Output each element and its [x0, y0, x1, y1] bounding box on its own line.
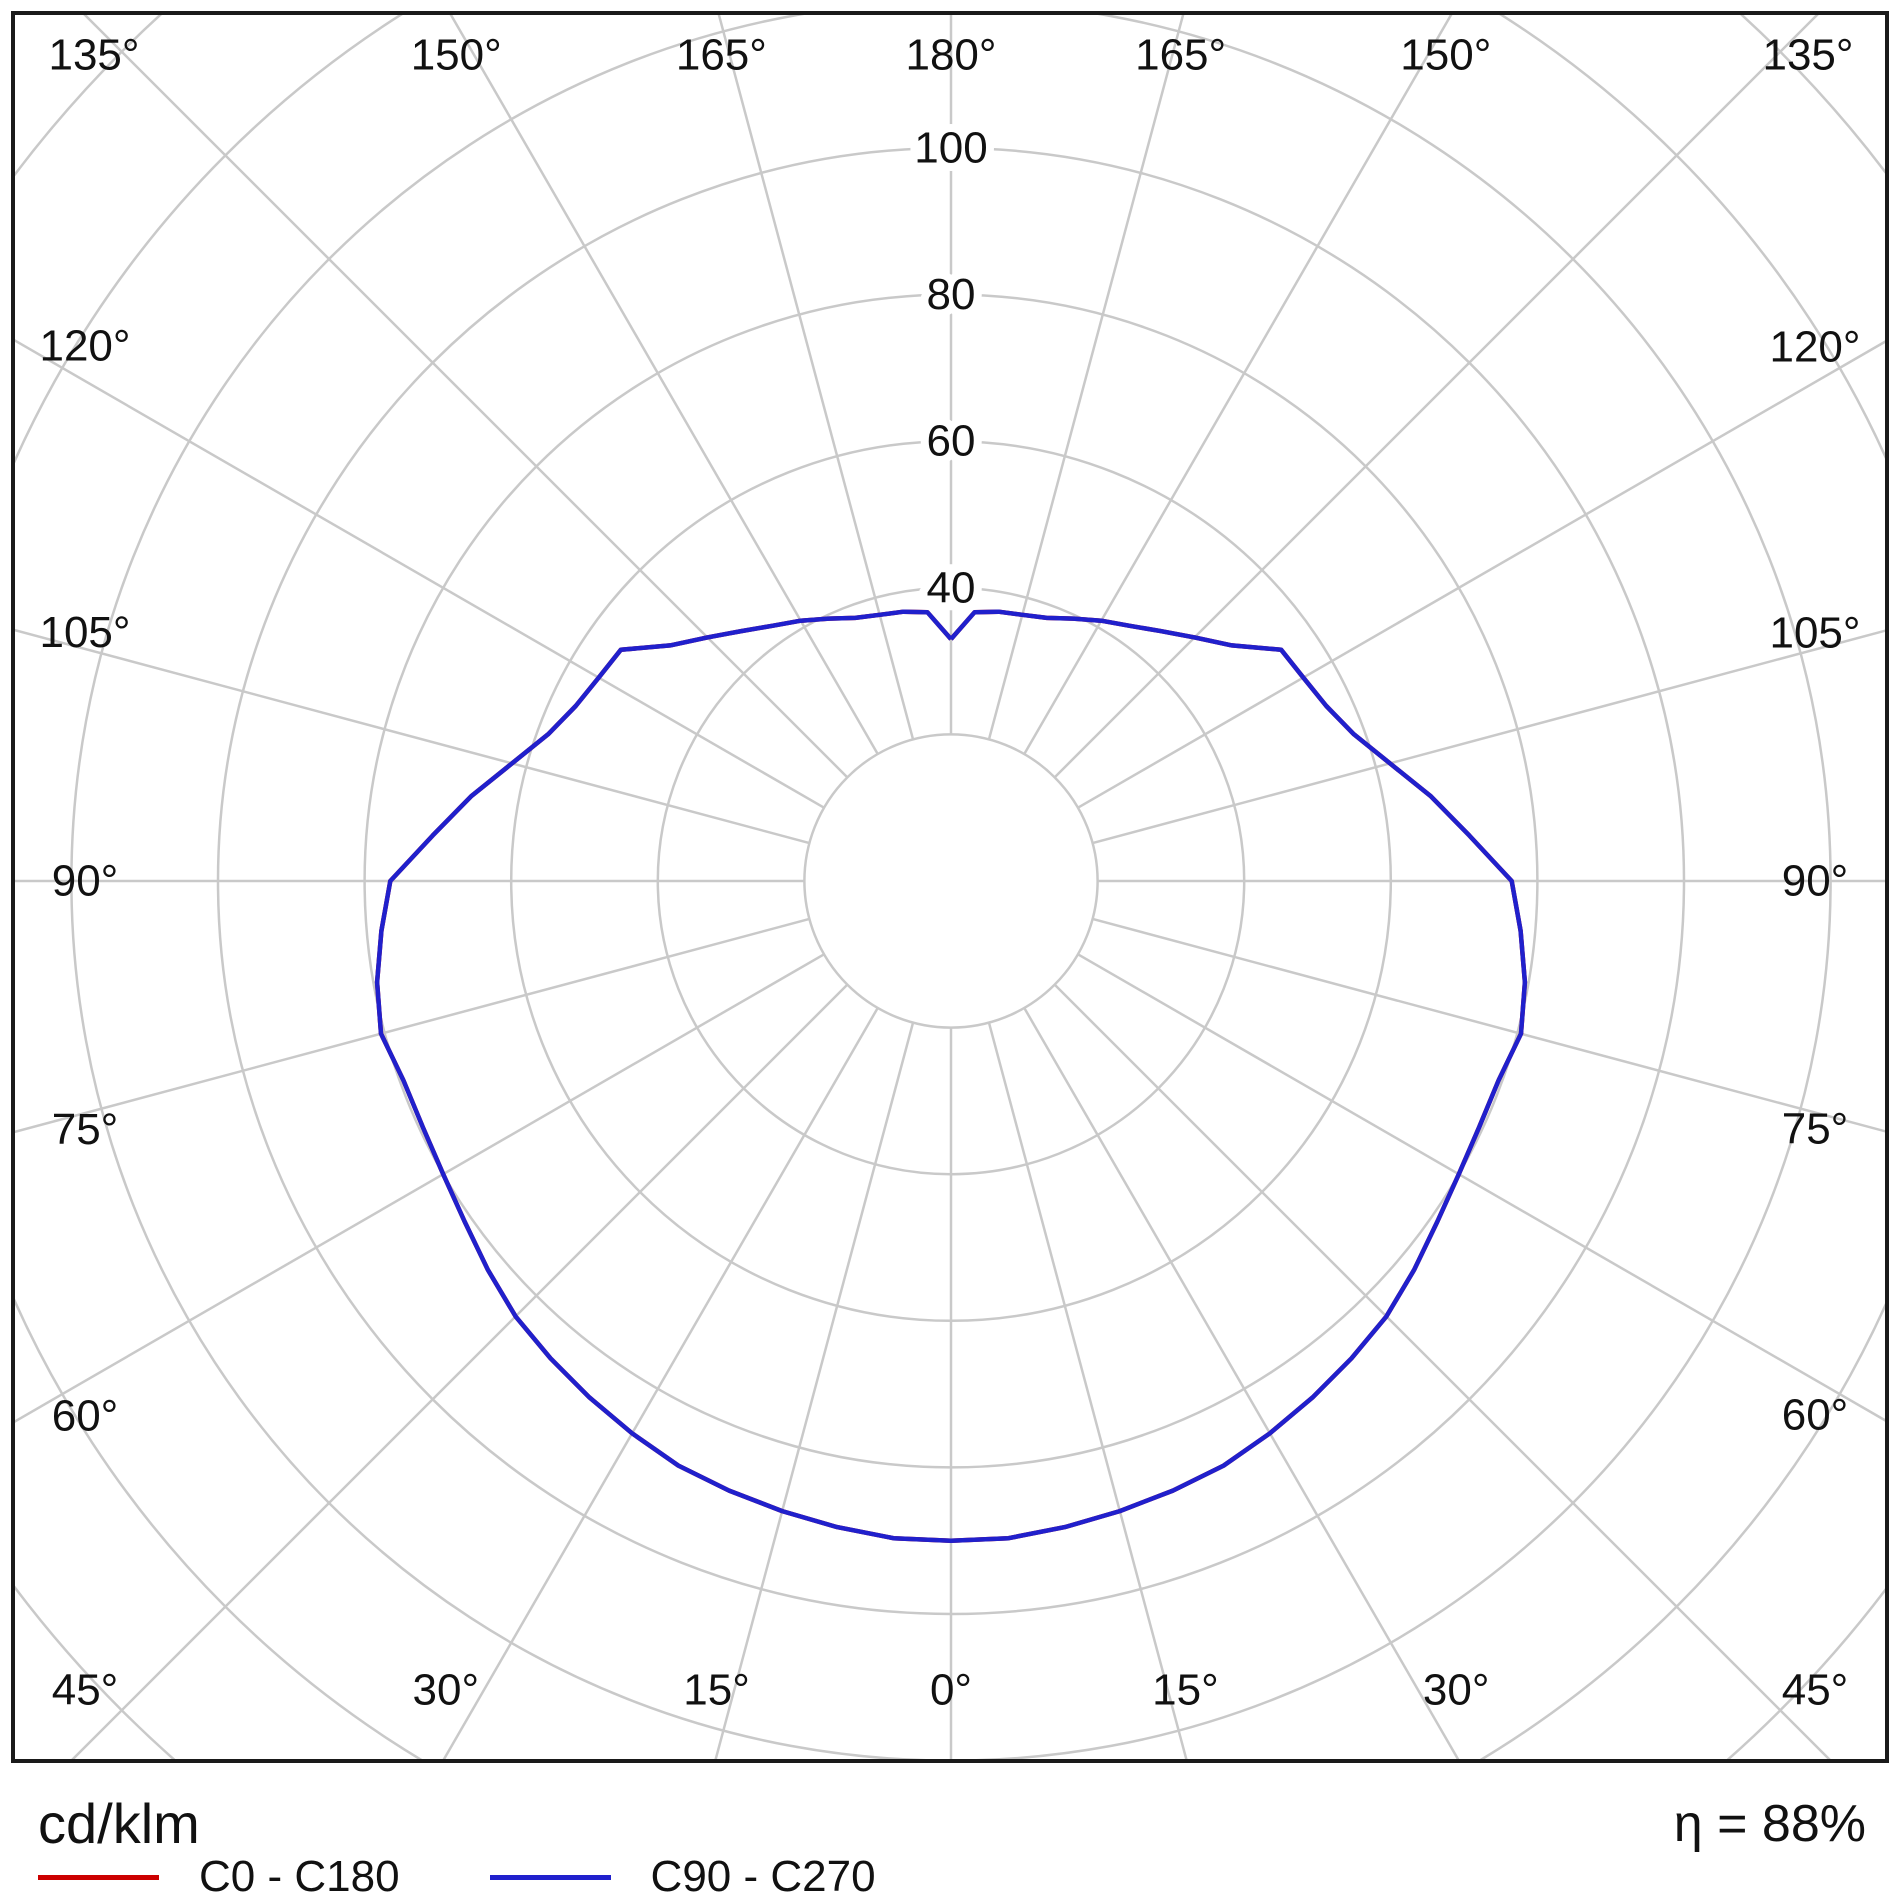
- angle-label: 180°: [905, 31, 996, 80]
- radial-tick-label: 40: [927, 563, 976, 612]
- angle-label: 60°: [52, 1392, 119, 1441]
- grid-spoke: [1092, 629, 1885, 845]
- grid-spoke: [1077, 953, 1885, 1422]
- angle-label: 105°: [1769, 609, 1860, 658]
- angle-label: 120°: [1769, 322, 1860, 371]
- legend-item-c90-c270: C90 - C270: [489, 1852, 876, 1900]
- angle-label: 30°: [413, 1666, 480, 1715]
- grid-spoke: [987, 1022, 1188, 1759]
- grid-spoke: [15, 953, 825, 1423]
- angle-label: 60°: [1782, 1391, 1849, 1440]
- unit-label: cd/klm: [38, 1792, 200, 1855]
- angle-label: 135°: [1762, 31, 1853, 80]
- angle-label: 30°: [1423, 1666, 1490, 1715]
- angle-label: 165°: [676, 31, 767, 80]
- legend-label-c90-c270: C90 - C270: [650, 1852, 876, 1900]
- legend-item-c0-c180: C0 - C180: [38, 1855, 400, 1899]
- grid-spoke: [1053, 15, 1819, 779]
- angle-label: 15°: [683, 1666, 750, 1715]
- legend-line-c0-c180-icon: [38, 1874, 159, 1880]
- grid-spoke: [1092, 917, 1885, 1133]
- efficiency-label: η = 88%: [1673, 1795, 1866, 1853]
- grid-spoke: [442, 1007, 879, 1759]
- angle-label: 75°: [1782, 1104, 1849, 1153]
- legend-label-c0-c180: C0 - C180: [199, 1852, 400, 1900]
- grid-spoke: [1077, 340, 1885, 809]
- curve-C90-C270: [374, 609, 1528, 1543]
- angle-label: 45°: [52, 1666, 119, 1715]
- angle-label: 165°: [1135, 31, 1226, 80]
- angle-label: 90°: [52, 857, 119, 906]
- polar-diagram: 40 60 80 100 0° 15° 15° 30° 30° 45° 45° 60° 60° 75° 75…: [11, 11, 1889, 1763]
- angle-label: 150°: [411, 31, 502, 80]
- grid-spoke: [717, 15, 915, 740]
- radial-tick-label: 60: [927, 417, 976, 466]
- grid-spoke: [449, 15, 879, 755]
- grid-spoke: [71, 983, 849, 1759]
- legend-line-c90-c270-icon: [489, 1874, 611, 1880]
- angle-label: 105°: [39, 608, 130, 657]
- grid-spoke: [1023, 1007, 1460, 1759]
- grid-spoke: [1023, 15, 1453, 755]
- angle-label: 45°: [1782, 1666, 1849, 1715]
- grid-spoke: [15, 917, 810, 1134]
- angle-label: 75°: [52, 1105, 119, 1154]
- angle-label: 0°: [930, 1666, 972, 1715]
- grid-spoke: [987, 15, 1185, 740]
- radial-tick-label: 100: [914, 124, 987, 173]
- grid-spoke: [15, 339, 825, 809]
- angle-label: 135°: [48, 31, 139, 80]
- angle-label: 150°: [1400, 31, 1491, 80]
- grid-spoke: [714, 1022, 915, 1759]
- grid-spoke: [15, 628, 810, 845]
- angle-label: 90°: [1782, 857, 1849, 906]
- angle-label: 15°: [1152, 1666, 1219, 1715]
- legend: C0 - C180 C90 - C270: [38, 1850, 876, 1900]
- radial-tick-label: 80: [927, 270, 976, 319]
- grid-spoke: [83, 15, 849, 779]
- angle-label: 120°: [39, 321, 130, 370]
- grid-spoke: [1053, 983, 1831, 1759]
